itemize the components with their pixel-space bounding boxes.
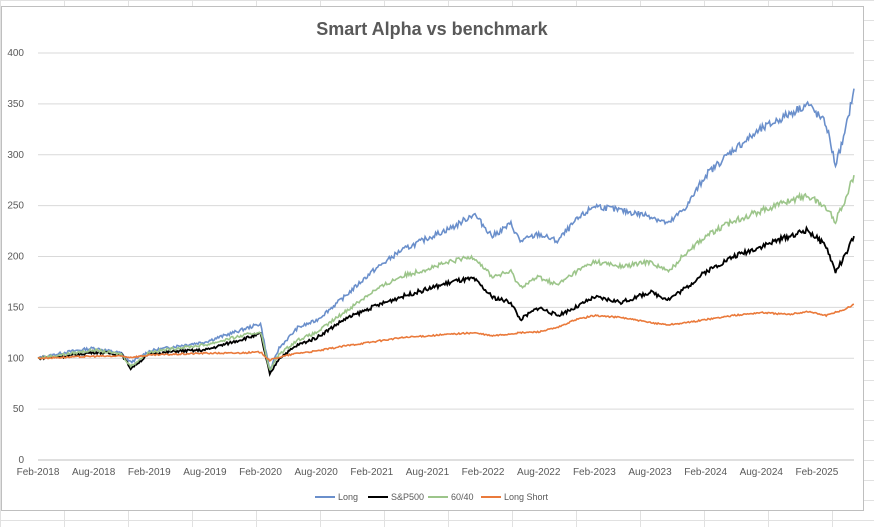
x-tick-label: Aug-2023 bbox=[628, 467, 672, 478]
y-tick-label: 300 bbox=[7, 150, 24, 161]
x-tick-label: Aug-2018 bbox=[72, 467, 116, 478]
series-group bbox=[37, 88, 855, 377]
x-tick-label: Feb-2025 bbox=[796, 467, 839, 478]
series-line-long-short bbox=[37, 303, 855, 363]
series-line-60-40 bbox=[37, 174, 855, 371]
x-tick-label: Aug-2021 bbox=[406, 467, 450, 478]
y-tick-label: 150 bbox=[7, 302, 24, 313]
x-tick-label: Aug-2022 bbox=[517, 467, 561, 478]
x-tick-label: Feb-2020 bbox=[239, 467, 282, 478]
series-line-s-p500 bbox=[37, 225, 855, 377]
y-tick-label: 350 bbox=[7, 99, 24, 110]
series-line-long bbox=[37, 88, 855, 374]
x-tick-label: Aug-2019 bbox=[183, 467, 227, 478]
y-axis: 0 50 100 150 200 250 300 350 400 bbox=[7, 48, 24, 466]
y-tick-label: 400 bbox=[7, 48, 24, 59]
x-tick-label: Feb-2018 bbox=[17, 467, 60, 478]
legend-label: 60/40 bbox=[451, 492, 474, 502]
y-tick-label: 0 bbox=[18, 455, 24, 466]
y-tick-label: 50 bbox=[13, 404, 25, 415]
chart-area[interactable]: Smart Alpha vs benchmark 0 50 100 150 200 250… bbox=[1, 6, 864, 511]
x-tick-label: Aug-2020 bbox=[294, 467, 338, 478]
x-tick-label: Aug-2024 bbox=[740, 467, 784, 478]
y-tick-label: 250 bbox=[7, 201, 24, 212]
x-tick-label: Feb-2023 bbox=[573, 467, 616, 478]
y-tick-label: 200 bbox=[7, 252, 24, 263]
x-tick-label: Feb-2024 bbox=[684, 467, 727, 478]
chart-title: Smart Alpha vs benchmark bbox=[316, 19, 548, 39]
gridlines bbox=[38, 52, 854, 461]
x-axis: Feb-2018 Aug-2018 Feb-2019 Aug-2019 Feb-2020… bbox=[17, 467, 839, 478]
y-tick-label: 100 bbox=[7, 353, 24, 364]
x-tick-label: Feb-2019 bbox=[128, 467, 171, 478]
legend-label: Long bbox=[338, 492, 358, 502]
legend-label: Long Short bbox=[504, 492, 549, 502]
line-chart: Smart Alpha vs benchmark 0 50 100 150 200 250… bbox=[7, 19, 855, 502]
x-tick-label: Feb-2021 bbox=[350, 467, 393, 478]
x-tick-label: Feb-2022 bbox=[462, 467, 505, 478]
legend-label: S&P500 bbox=[391, 492, 424, 502]
legend: Long S&P500 60/40 Long Short bbox=[315, 492, 549, 502]
